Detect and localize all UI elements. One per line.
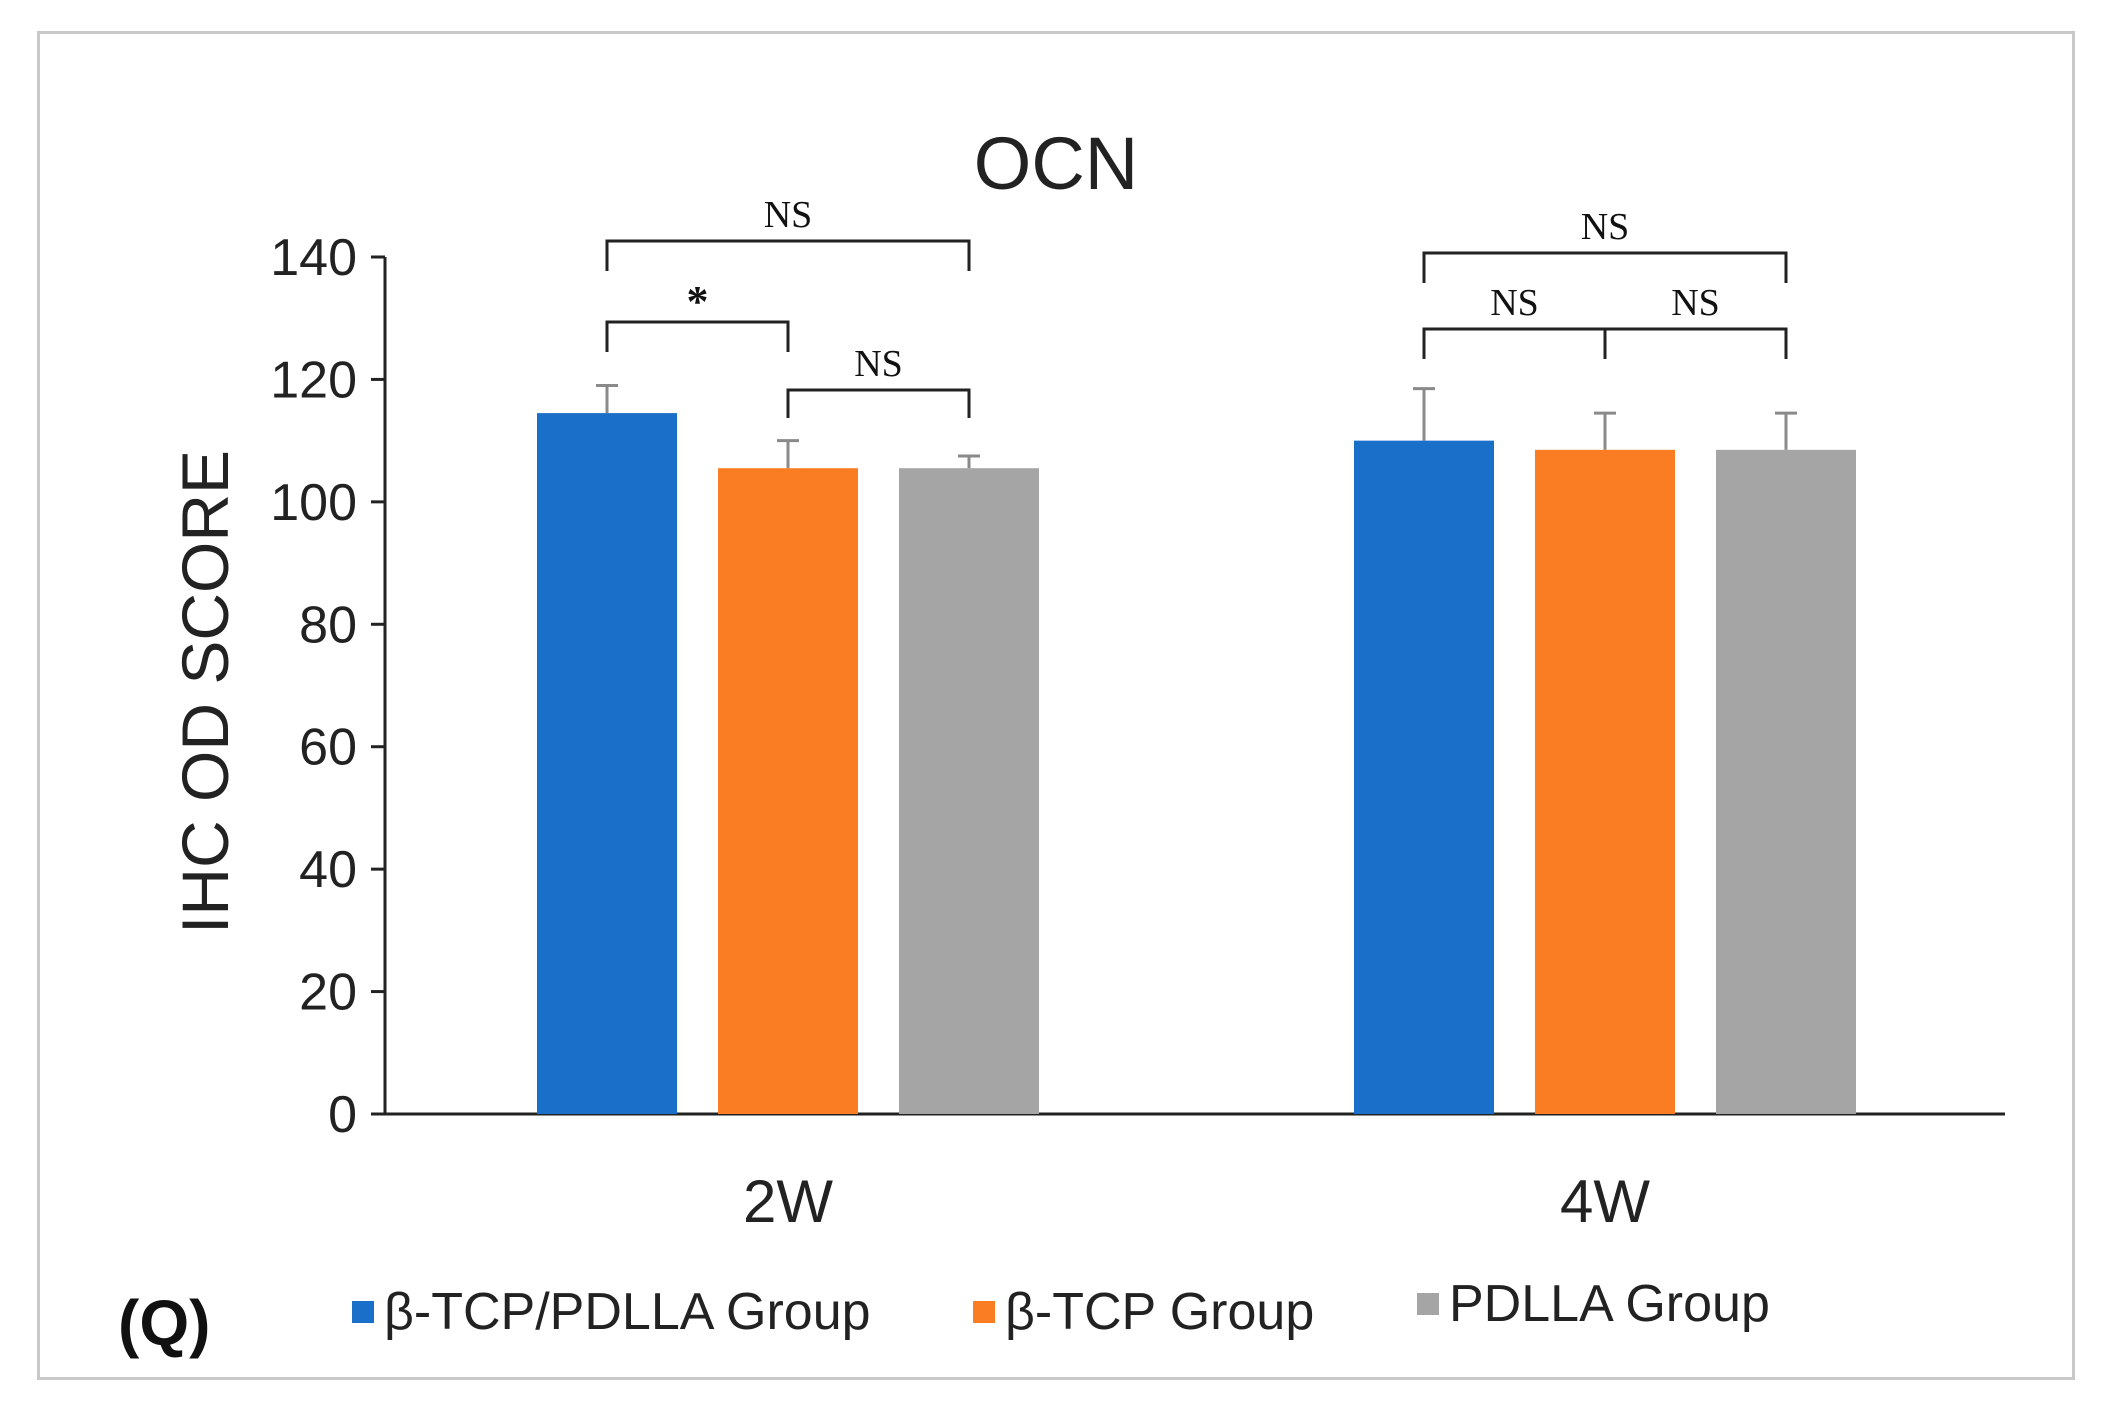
y-axis-label: IHC OD SCORE [168, 450, 242, 934]
bar-2w-1 [537, 413, 677, 1114]
y-tick-label: 60 [299, 719, 357, 777]
significance-label: NS [1581, 206, 1630, 248]
y-tick-label: 100 [270, 474, 357, 532]
legend-label-pdlla: PDLLA Group [1449, 1275, 1770, 1333]
bar-2w-3 [899, 468, 1039, 1114]
y-tick-label: 0 [328, 1086, 357, 1144]
legend-label-btcp: β-TCP Group [1005, 1283, 1315, 1341]
x-tick-label: 4W [1560, 1168, 1650, 1235]
x-tick-label: 2W [743, 1168, 833, 1235]
y-tick-label: 140 [270, 229, 357, 287]
y-tick-label: 20 [299, 964, 357, 1022]
panel-label: (Q) [118, 1287, 211, 1359]
y-tick-label: 120 [270, 351, 357, 409]
significance-bracket [786, 388, 971, 418]
legend-swatch-pdlla [1417, 1293, 1439, 1315]
significance-bracket [605, 320, 790, 352]
legend-swatch-btcp [973, 1301, 995, 1323]
bar-4w-1 [1354, 440, 1494, 1115]
significance-bracket [1603, 327, 1788, 359]
figure-panel: OCN IHC OD SCORE 0 20 40 60 80 100 120 140 2W 4W N… [37, 31, 2075, 1380]
significance-label: NS [1671, 282, 1720, 324]
legend-item-btcp: β-TCP Group [973, 1282, 1314, 1342]
significance-label: NS [764, 194, 813, 236]
significance-label: NS [1490, 282, 1539, 324]
legend-item-pdlla: PDLLA Group [1417, 1274, 1770, 1334]
legend-label-btcp-pdlla: β-TCP/PDLLA Group [384, 1283, 871, 1341]
y-tick-label: 40 [299, 841, 357, 899]
legend-item-btcp-pdlla: β-TCP/PDLLA Group [352, 1282, 871, 1342]
chart-title: OCN [974, 122, 1138, 205]
bar-4w-2 [1535, 449, 1675, 1114]
bar-4w-3 [1716, 449, 1856, 1114]
significance-label: NS [854, 343, 903, 385]
plot-area: 0 20 40 60 80 100 120 140 2W 4W NS * NS NS NS NS [270, 194, 2005, 1235]
significance-bracket [1422, 327, 1607, 359]
bar-2w-2 [718, 468, 858, 1114]
bar-chart: OCN IHC OD SCORE 0 20 40 60 80 100 120 140 2W 4W N… [168, 122, 2005, 1235]
significance-bracket [605, 239, 971, 271]
significance-bracket [1422, 251, 1788, 283]
significance-label: * [687, 277, 709, 326]
legend-swatch-btcp-pdlla [352, 1301, 374, 1323]
y-tick-label: 80 [299, 596, 357, 654]
